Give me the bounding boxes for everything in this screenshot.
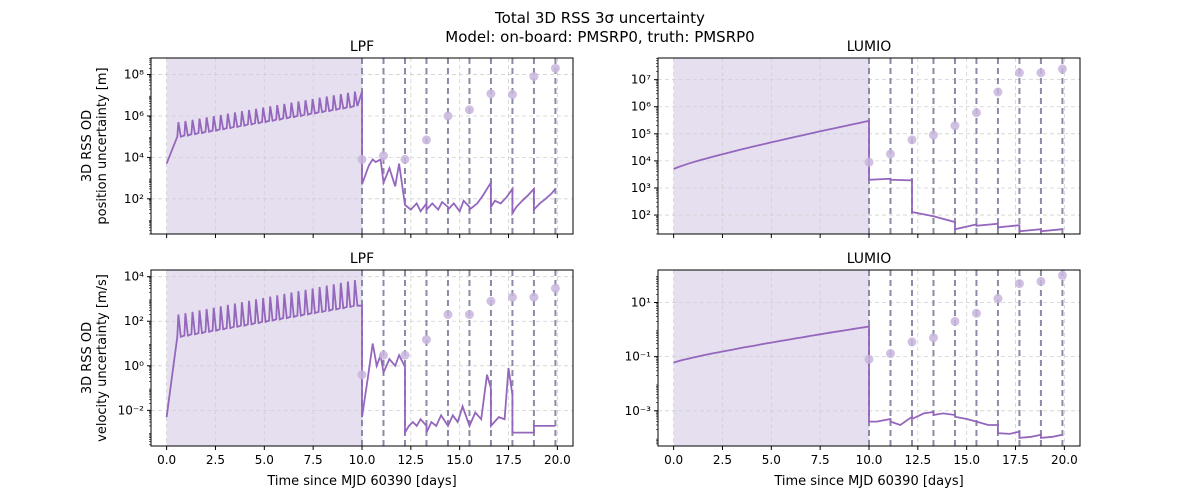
measurement-marker (529, 72, 539, 82)
figure-subtitle: Model: on-board: PMSRP0, truth: PMSRP0 (445, 28, 755, 46)
x-tick-label: 10.0 (349, 453, 376, 467)
x-axis-label: Time since MJD 60390 [days] (266, 474, 456, 489)
measurement-marker (993, 87, 1003, 97)
subplot-title: LUMIO (847, 251, 892, 267)
y-tick-label: 10³ (631, 181, 651, 195)
y-axis-label-line: 3D RSS OD (80, 110, 95, 182)
y-tick-label: 10⁻² (118, 403, 145, 417)
x-tick-label: 0.0 (664, 453, 683, 467)
x-tick-label: 20.0 (1051, 453, 1078, 467)
x-tick-label: 2.5 (206, 453, 225, 467)
subplot-title: LPF (350, 251, 374, 267)
x-tick-label: 5.0 (255, 453, 274, 467)
x-tick-label: 10.0 (856, 453, 883, 467)
y-tick-label: 10⁶ (124, 109, 144, 123)
y-axis-label: 3D RSS ODvelocity uncertainty [m/s] (80, 274, 110, 442)
measurement-marker (885, 149, 895, 159)
y-tick-label: 10⁰ (124, 359, 144, 373)
x-tick-label: 7.5 (304, 453, 323, 467)
y-tick-label: 10⁷ (631, 73, 651, 87)
uncertainty-line (673, 119, 1063, 233)
measurement-marker (907, 337, 917, 347)
measurement-marker (464, 105, 474, 115)
subplot-lumio-pos: 10² 10³ 10⁴ 10⁵ 10⁶ 10⁷ LUMIO (631, 39, 1081, 238)
y-tick-label: 10⁸ (124, 68, 144, 82)
x-tick-label: 15.0 (953, 453, 980, 467)
measurement-marker (971, 308, 981, 318)
y-tick-label: 10⁵ (631, 127, 651, 141)
x-axis-label: Time since MJD 60390 [days] (773, 474, 963, 489)
x-tick-label: 2.5 (713, 453, 732, 467)
uncertainty-line (165, 91, 557, 217)
x-tick-label: 7.5 (811, 453, 830, 467)
y-axis-label-line: position uncertainty [m] (95, 67, 110, 224)
measurement-marker (507, 292, 517, 302)
x-tick-label: 5.0 (762, 453, 781, 467)
figure-title: Total 3D RSS 3σ uncertainty (495, 9, 705, 27)
y-tick-label: 10⁴ (124, 150, 144, 164)
measurement-marker (1036, 68, 1046, 78)
measurement-marker (907, 135, 917, 145)
measurement-marker (971, 108, 981, 118)
subplot-title: LPF (350, 39, 374, 55)
measurement-marker (928, 130, 938, 140)
measurement-marker (486, 296, 496, 306)
x-tick-label: 12.5 (397, 453, 424, 467)
measurement-marker (378, 151, 388, 161)
measurement-marker (464, 310, 474, 320)
measurement-marker (1014, 279, 1024, 289)
y-axis-label-line: velocity uncertainty [m/s] (95, 274, 110, 442)
measurement-marker (950, 316, 960, 326)
x-tick-label: 17.5 (1002, 453, 1029, 467)
subplot-title: LUMIO (847, 39, 892, 55)
y-tick-label: 10⁻³ (625, 404, 652, 418)
measurement-marker (357, 370, 367, 380)
x-tick-label: 15.0 (446, 453, 473, 467)
measurement-marker (1014, 68, 1024, 78)
measurement-marker (443, 111, 453, 121)
measurement-marker (529, 292, 539, 302)
measurement-marker (378, 350, 388, 360)
uncertainty-line (165, 280, 556, 436)
x-tick-label: 20.0 (544, 453, 571, 467)
measurement-marker (486, 89, 496, 99)
y-tick-label: 10⁴ (631, 154, 651, 168)
measurement-marker (864, 354, 874, 364)
measurement-marker (400, 154, 410, 164)
measurement-marker (400, 350, 410, 360)
measurement-marker (928, 333, 938, 343)
y-tick-label: 10² (631, 208, 651, 222)
measurement-marker (950, 121, 960, 131)
measurement-marker (1057, 270, 1067, 280)
y-axis-label: 3D RSS ODposition uncertainty [m] (80, 67, 110, 224)
measurement-marker (421, 335, 431, 345)
x-tick-label: 12.5 (904, 453, 931, 467)
y-tick-label: 10² (124, 192, 144, 206)
measurement-marker (993, 294, 1003, 304)
x-tick-label: 17.5 (495, 453, 522, 467)
subplot-lumio-vel: 0.0 2.5 5.0 7.5 10.0 12.5 15.0 17.5 20.0 10⁻³ 10⁻¹… (625, 251, 1081, 489)
subplot-lpf-vel: 0.0 2.5 5.0 7.5 10.0 12.5 15.0 17.5 20.0 10⁻² 10⁰ 1… (80, 251, 574, 489)
measurement-marker (443, 310, 453, 320)
y-tick-label: 10⁻¹ (625, 350, 652, 364)
measurement-marker (550, 283, 560, 293)
uncertainty-line (673, 325, 1063, 439)
measurement-marker (550, 63, 560, 73)
y-tick-label: 10² (124, 314, 144, 328)
y-tick-label: 10⁶ (631, 100, 651, 114)
measurement-marker (421, 135, 431, 145)
measurement-marker (1036, 276, 1046, 286)
subplot-lpf-pos: 10² 10⁴ 10⁶ 10⁸ LPF 3D RSS ODposition uncerta… (80, 39, 574, 238)
x-tick-label: 0.0 (157, 453, 176, 467)
y-tick-label: 10⁴ (124, 270, 144, 284)
measurement-marker (357, 154, 367, 164)
measurement-marker (864, 157, 874, 167)
measurement-marker (1057, 64, 1067, 74)
measurement-marker (885, 349, 895, 359)
measurement-marker (507, 89, 517, 99)
y-tick-label: 10¹ (631, 295, 651, 309)
y-axis-label-line: 3D RSS OD (80, 322, 95, 394)
